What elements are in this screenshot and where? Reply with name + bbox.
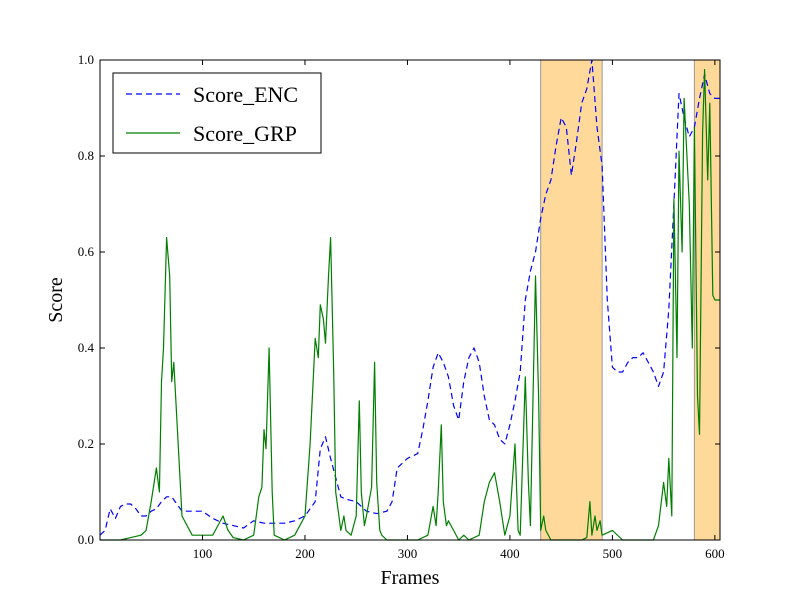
legend-label-score-grp: Score_GRP bbox=[193, 121, 297, 146]
legend-box bbox=[112, 72, 322, 154]
y-tick-label: 0.0 bbox=[78, 532, 94, 547]
series-line-score-enc bbox=[99, 59, 720, 536]
x-axis-label: Frames bbox=[381, 567, 440, 589]
legend: Score_ENC Score_GRP bbox=[112, 72, 322, 154]
y-tick-label: 1.0 bbox=[78, 52, 94, 67]
x-tick-label: 100 bbox=[193, 546, 213, 561]
x-tick-label: 400 bbox=[500, 546, 520, 561]
y-tick-label: 0.8 bbox=[78, 148, 94, 163]
x-tick-label: 300 bbox=[398, 546, 418, 561]
axis-ticks bbox=[100, 59, 720, 541]
y-tick-label: 0.6 bbox=[78, 244, 95, 259]
y-tick-label: 0.4 bbox=[78, 340, 95, 355]
legend-label-score-enc: Score_ENC bbox=[193, 82, 298, 107]
x-tick-label: 600 bbox=[705, 546, 725, 561]
y-tick-label: 0.2 bbox=[78, 436, 94, 451]
highlight-region-0 bbox=[540, 59, 603, 541]
y-axis-label: Score bbox=[45, 277, 67, 323]
axis-tick-labels: 100 200 300 400 500 600 0.0 0.2 0.4 0.6 0.8 1.0 bbox=[78, 52, 725, 561]
plot-frame bbox=[99, 59, 721, 541]
x-tick-label: 500 bbox=[603, 546, 623, 561]
x-tick-label: 200 bbox=[295, 546, 315, 561]
